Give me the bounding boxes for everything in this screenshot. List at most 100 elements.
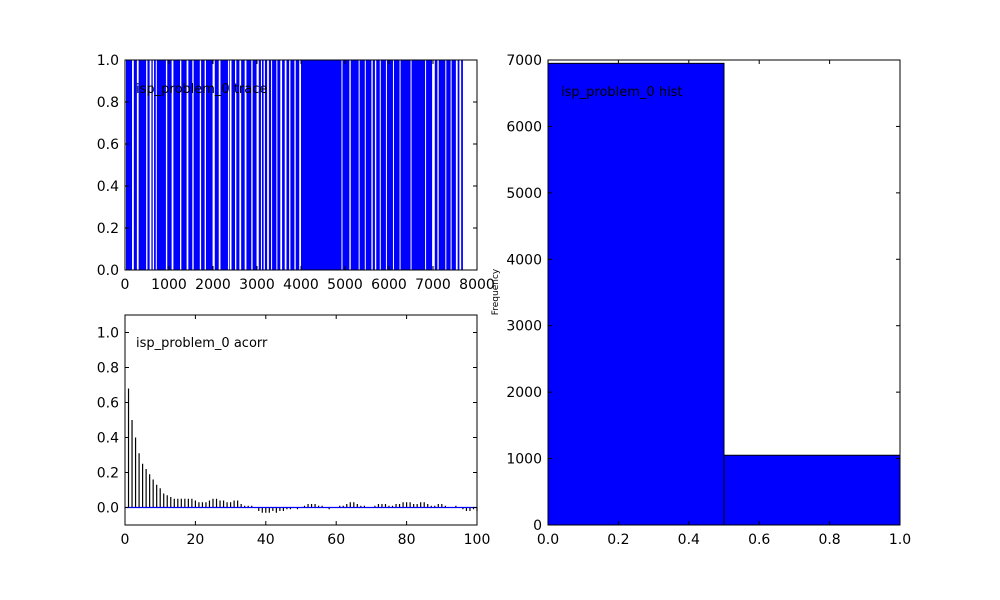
trace-gap: [385, 60, 387, 270]
x-tick-label: 40: [257, 532, 275, 548]
x-tick-label: 5000: [327, 277, 363, 293]
trace-gap: [165, 60, 168, 270]
y-tick-label: 0.6: [97, 137, 119, 153]
trace-gap: [256, 60, 259, 270]
x-tick-label: 20: [186, 532, 204, 548]
y-tick-label: 0.2: [97, 466, 119, 482]
trace-gap: [371, 60, 373, 270]
y-tick-label: 0.4: [97, 179, 119, 195]
y-tick-label: 0.8: [97, 95, 119, 111]
trace-gap: [358, 60, 360, 270]
trace-gap: [437, 60, 439, 270]
x-tick-label: 1.0: [889, 532, 911, 548]
x-tick-label: 0.4: [678, 532, 700, 548]
x-tick-label: 8000: [459, 277, 495, 293]
trace-gap: [271, 60, 273, 270]
trace-frame: [124, 59, 478, 271]
trace-panel: 0 1000 2000 3000 4000 5000 6000 7000 8000 0.0 0.2 0…: [97, 53, 495, 293]
trace-gap: [445, 60, 447, 270]
y-tick-label: 4000: [506, 252, 542, 268]
trace-gap: [425, 60, 427, 270]
trace-gap: [280, 60, 283, 270]
trace-gap: [392, 60, 394, 270]
trace-gap: [267, 60, 269, 270]
y-tick-label: 0: [533, 518, 542, 534]
x-tick-label: 3000: [239, 277, 275, 293]
y-tick-label: 1000: [506, 452, 542, 468]
x-tick-label: 0.2: [607, 532, 629, 548]
trace-gap: [459, 60, 462, 270]
y-tick-label: 0.2: [97, 221, 119, 237]
acorr-axes: 0 20 40 60 80 100 0.0 0.2 0.4 0.6 0.8 1.0: [97, 315, 491, 548]
hist-ylabel: Frequency: [491, 268, 501, 315]
hist-bar: [547, 62, 725, 526]
x-tick-label: 1000: [151, 277, 187, 293]
trace-gap: [235, 60, 237, 270]
y-tick-label: 7000: [506, 53, 542, 69]
trace-gap: [227, 60, 229, 270]
trace-gap: [263, 60, 265, 270]
x-tick-label: 80: [398, 532, 416, 548]
y-tick-label: 6000: [506, 119, 542, 135]
trace-gap: [341, 60, 343, 270]
trace-gap: [218, 60, 221, 270]
trace-gap: [186, 60, 189, 270]
trace-gap: [212, 60, 215, 270]
x-tick-label: 0: [121, 277, 130, 293]
trace-gap: [462, 60, 477, 270]
trace-gap: [364, 60, 366, 270]
trace-gap: [146, 60, 148, 270]
trace-gap: [455, 60, 458, 270]
trace-gap: [399, 60, 401, 270]
x-tick-label: 100: [464, 532, 491, 548]
y-tick-label: 0.6: [97, 396, 119, 412]
y-tick-label: 3000: [506, 319, 542, 335]
hist-frame: [547, 59, 901, 526]
y-tick-label: 0.4: [97, 431, 119, 447]
acorr-marks: [125, 388, 478, 513]
trace-gap: [204, 60, 206, 270]
y-tick-label: 0.0: [97, 501, 119, 517]
y-tick-label: 1.0: [97, 326, 119, 342]
y-tick-label: 0.8: [97, 361, 119, 377]
trace-gap: [136, 60, 139, 270]
trace-gap: [374, 60, 377, 270]
acorr-panel: 0 20 40 60 80 100 0.0 0.2 0.4 0.6 0.8 1.0 isp_probl…: [97, 314, 491, 548]
y-tick-label: 0.0: [97, 263, 119, 279]
trace-gap: [379, 60, 381, 270]
trace-gap: [149, 60, 152, 270]
trace-gap: [229, 60, 232, 270]
x-tick-label: 7000: [415, 277, 451, 293]
x-tick-label: 0.0: [537, 532, 559, 548]
trace-gap: [251, 60, 253, 270]
trace-gap: [244, 60, 247, 270]
trace-gap: [152, 60, 155, 270]
trace-gap: [260, 60, 262, 270]
trace-gap: [276, 60, 278, 270]
hist-bar: [723, 454, 901, 526]
trace-marks: [125, 60, 477, 270]
x-tick-label: 0.8: [818, 532, 840, 548]
trace-gap: [132, 60, 134, 270]
trace-gap: [155, 60, 157, 270]
trace-gap: [349, 60, 351, 270]
trace-gap: [192, 60, 194, 270]
hist-axes: 0.0 0.2 0.4 0.6 0.8 1.0 0 1000 2000 3000 4000 5000 6…: [506, 53, 911, 548]
trace-gap: [171, 60, 174, 270]
x-tick-label: 6000: [371, 277, 407, 293]
trace-gap: [450, 60, 452, 270]
acorr-annotation: isp_problem_0 acorr: [136, 336, 268, 351]
y-tick-label: 2000: [506, 385, 542, 401]
hist-marks: [547, 62, 901, 526]
hist-panel: 0.0 0.2 0.4 0.6 0.8 1.0 0 1000 2000 3000 4000 5000 6…: [491, 53, 911, 548]
y-tick-label: 5000: [506, 186, 542, 202]
trace-axes: 0 1000 2000 3000 4000 5000 6000 7000 8000 0.0 0.2 0…: [97, 53, 495, 293]
y-tick-label: 1.0: [97, 53, 119, 69]
trace-gap: [294, 60, 296, 270]
x-tick-label: 0: [121, 532, 130, 548]
x-tick-label: 2000: [195, 277, 231, 293]
x-tick-label: 0.6: [748, 532, 770, 548]
trace-gap: [199, 60, 202, 270]
trace-annotation: isp_problem_0 trace: [136, 82, 267, 97]
